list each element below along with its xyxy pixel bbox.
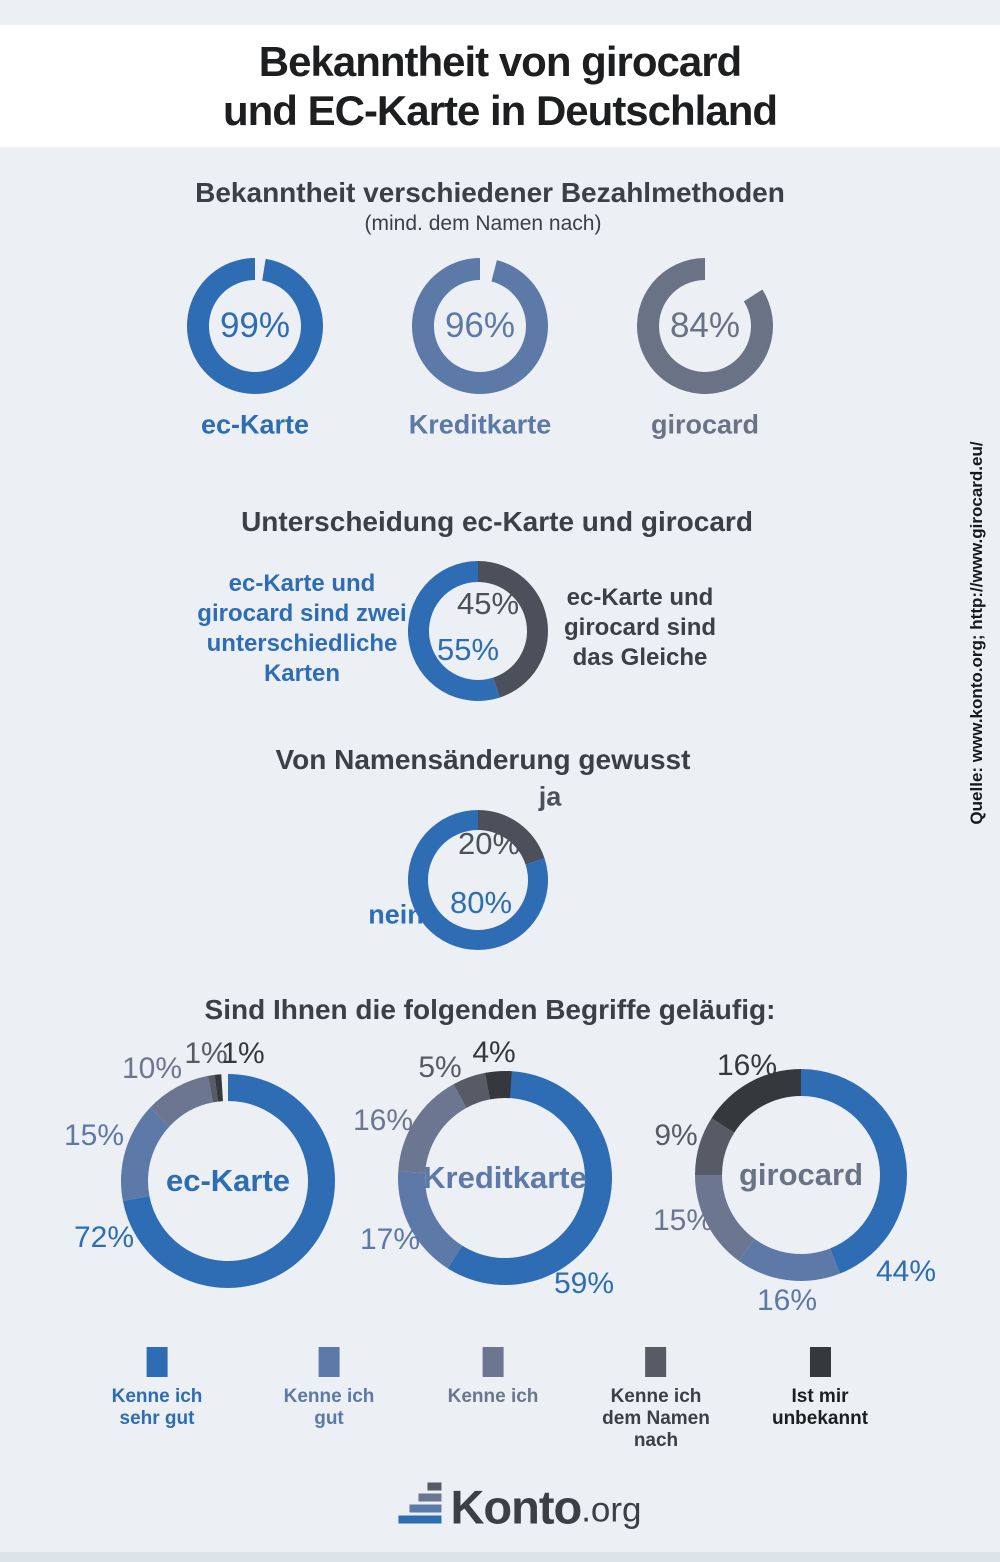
donut-familiarity_kredit [397,1071,613,1285]
donut-awareness_kredit-ring [411,258,548,394]
legend-label: Kenne ich [447,1386,539,1407]
donut-familiarity_kredit-segment-1 [397,1171,463,1269]
donut-name_change-segment-label-0: ja [538,781,562,812]
donut-awareness_ec-value: 99% [219,306,291,345]
donut-familiarity_kredit-value-3: 5% [418,1051,462,1084]
donut-awareness_ec-ring [186,258,323,394]
donut-familiarity_ec-segment-2 [150,1075,214,1127]
donut-familiarity_ec-segment-3 [207,1074,218,1103]
donut-familiarity_giro-segment-2 [695,1175,755,1261]
donut-familiarity_ec [121,1074,336,1289]
donut-name_change-segment-0 [478,810,545,865]
legend-swatch-icon [482,1347,504,1377]
section-heading-familiarity: Sind Ihnen die folgenden Begriffe geläuf… [204,994,776,1025]
donut-awareness_giro [636,258,773,394]
legend-swatch-icon [146,1347,168,1377]
legend-label: Kenne ich sehr gut [111,1386,203,1429]
legend-item-1: Kenne ich gut [283,1347,375,1430]
donut-familiarity_giro [695,1069,908,1282]
donut-familiarity_kredit-center-label: Kreditkarte [423,1160,587,1195]
donut-familiarity_ec-value-3: 1% [184,1037,228,1070]
legend-item-0: Kenne ich sehr gut [111,1347,203,1430]
donut-awareness_ec-label: ec-Karte [200,409,310,440]
donut-name_change-value-0: 20% [457,826,521,861]
distinction-right-label: ec-Karte und girocard sind das Gleiche [563,584,717,671]
konto-logo-bars-icon [398,1480,442,1524]
donut-awareness_kredit [411,258,548,394]
donut-familiarity_giro-value-3: 9% [654,1119,698,1152]
donut-awareness_giro-value: 84% [669,306,741,345]
legend-label: Kenne ich dem Namen nach [602,1386,710,1451]
donut-awareness_kredit-label: Kreditkarte [408,409,552,440]
donut-distinction [407,561,548,701]
donut-awareness_kredit-value: 96% [444,306,516,345]
donut-familiarity_kredit-value-0: 59% [553,1267,615,1300]
section-subheading-payment-awareness: (mind. dem Namen nach) [364,212,602,235]
donut-distinction-value-0: 45% [456,586,520,621]
donut-familiarity_ec-segment-1 [121,1107,170,1202]
donut-awareness_ec [186,258,323,394]
legend-item-4: Ist mir unbekannt [772,1347,868,1430]
donut-familiarity_giro-center-label: girocard [738,1157,864,1192]
donut-familiarity_kredit-segment-0 [447,1071,613,1285]
donut-familiarity_giro-segment-3 [695,1118,735,1175]
donut-familiarity_kredit-segment-3 [453,1072,491,1108]
donut-familiarity_ec-center-label: ec-Karte [165,1163,291,1198]
legend-swatch-icon [809,1347,831,1377]
donut-awareness_giro-label: girocard [650,409,760,440]
donut-familiarity_ec-segment-4 [214,1074,223,1102]
konto-logo: Konto .org [398,1480,642,1534]
section-heading-distinction: Unterscheidung ec-Karte und girocard [241,506,753,537]
section-heading-payment-awareness: Bekanntheit verschiedener Bezahlmethoden [195,177,785,208]
logo-tld: .org [581,1490,642,1530]
donut-familiarity_giro-value-2: 15% [652,1204,714,1237]
donut-familiarity_kredit-value-4: 4% [472,1036,516,1069]
legend-item-2: Kenne ich [447,1347,539,1408]
donut-familiarity_ec-value-1: 15% [63,1119,125,1152]
source-note: Quelle: www.konto.org; http://www.giroca… [967,441,986,825]
donut-familiarity_ec-value-2: 10% [121,1052,183,1085]
legend-item-3: Kenne ich dem Namen nach [602,1347,710,1452]
donut-familiarity_giro-segment-0 [801,1069,908,1274]
donut-name_change-segment-label-1: nein [368,899,424,930]
logo-bar [398,1515,442,1524]
logo-bar [418,1493,442,1502]
donut-awareness_giro-ring [636,258,773,394]
donut-name_change-value-1: 80% [449,885,513,920]
donut-familiarity_kredit-segment-2 [398,1084,467,1173]
donut-distinction-segment-1 [407,561,500,701]
distinction-left-label: ec-Karte und girocard sind zwei untersch… [197,570,407,687]
donut-familiarity_kredit-value-1: 17% [359,1223,421,1256]
donut-familiarity_ec-value-0: 72% [73,1221,135,1254]
donut-familiarity_kredit-segment-4 [484,1071,512,1100]
donut-name_change [407,810,548,950]
main-title: Bekanntheit von girocard und EC-Karte in… [0,25,1000,147]
logo-bar [427,1482,442,1491]
donut-familiarity_giro-segment-4 [711,1069,801,1133]
donut-familiarity_giro-segment-1 [738,1238,841,1282]
legend-swatch-icon [318,1347,340,1377]
logo-bar [409,1504,442,1513]
donut-familiarity_giro-value-0: 44% [875,1255,937,1288]
donut-familiarity_ec-value-4: 1% [221,1037,265,1070]
section-heading-name-change: Von Namensänderung gewusst [275,744,691,775]
legend-label: Kenne ich gut [283,1386,375,1429]
logo-name: Konto [450,1480,582,1534]
donut-distinction-value-1: 55% [436,632,500,667]
legend-label: Ist mir unbekannt [771,1386,869,1429]
legend-swatch-icon [645,1347,667,1377]
donut-familiarity_kredit-value-2: 16% [352,1104,414,1137]
footer-band [0,1552,1000,1562]
donut-familiarity_giro-value-4: 16% [716,1049,778,1082]
donut-familiarity_giro-value-1: 16% [756,1284,818,1317]
donut-distinction-segment-0 [478,561,548,698]
